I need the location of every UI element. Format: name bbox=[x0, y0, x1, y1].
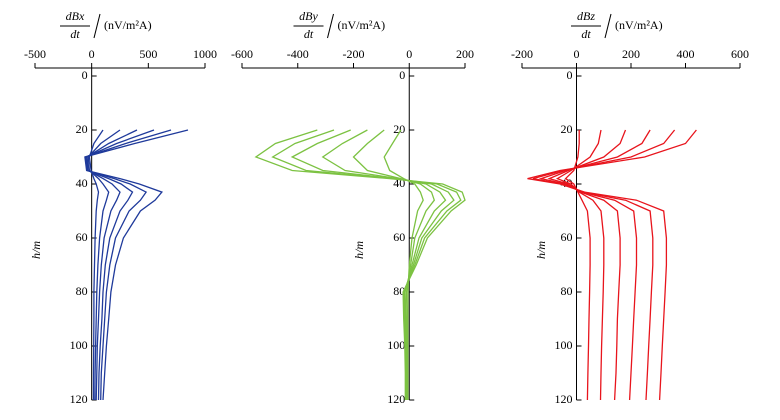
y-tick-label: 100 bbox=[387, 338, 405, 352]
y-tick-label: 0 bbox=[82, 68, 88, 82]
y-tick-label: 100 bbox=[70, 338, 88, 352]
y-tick-label: 0 bbox=[399, 68, 405, 82]
x-tick-label: -500 bbox=[24, 47, 46, 61]
y-tick-label: 80 bbox=[393, 284, 405, 298]
axis-label-unit: (nV/m²A) bbox=[338, 18, 386, 32]
x-tick-label: 200 bbox=[622, 47, 640, 61]
y-tick-label: 20 bbox=[76, 122, 88, 136]
curve bbox=[254, 129, 466, 400]
curve bbox=[352, 129, 436, 400]
y-tick-label: 80 bbox=[76, 284, 88, 298]
curve bbox=[84, 129, 189, 401]
y-tick-label: 120 bbox=[70, 392, 88, 406]
y-axis-label: h/m bbox=[352, 241, 366, 259]
x-tick-label: 200 bbox=[456, 47, 474, 61]
slash bbox=[93, 13, 101, 39]
curve bbox=[321, 129, 447, 400]
axis-label-unit: (nV/m²A) bbox=[615, 18, 663, 32]
axis-label-numerator: dBy bbox=[299, 9, 318, 23]
curve bbox=[564, 130, 591, 401]
curve bbox=[85, 129, 155, 401]
curve bbox=[383, 129, 424, 400]
curve bbox=[527, 129, 697, 401]
x-tick-label: 0 bbox=[89, 47, 95, 61]
y-tick-label: 80 bbox=[561, 284, 573, 298]
curve bbox=[547, 129, 627, 401]
x-tick-label: 1000 bbox=[193, 47, 217, 61]
y-tick-label: 40 bbox=[76, 176, 88, 190]
axis-label-denominator: dt bbox=[581, 27, 591, 41]
slash bbox=[604, 13, 612, 39]
curve bbox=[88, 129, 104, 401]
x-tick-label: -600 bbox=[231, 47, 253, 61]
y-axis-label: h/m bbox=[29, 241, 43, 259]
y-tick-label: 60 bbox=[561, 230, 573, 244]
y-tick-label: 100 bbox=[555, 338, 573, 352]
curve bbox=[555, 129, 605, 401]
axis-label-denominator: dt bbox=[304, 27, 314, 41]
x-tick-label: 0 bbox=[406, 47, 412, 61]
y-tick-label: 120 bbox=[555, 392, 573, 406]
x-tick-label: 500 bbox=[139, 47, 157, 61]
y-axis-label: h/m bbox=[534, 241, 548, 259]
axis-label-unit: (nV/m²A) bbox=[104, 18, 152, 32]
axis-label-denominator: dt bbox=[70, 27, 80, 41]
x-tick-label: 0 bbox=[574, 47, 580, 61]
curve bbox=[290, 129, 455, 400]
axis-label-numerator: dBx bbox=[66, 9, 85, 23]
curve bbox=[532, 129, 676, 401]
y-tick-label: 120 bbox=[387, 392, 405, 406]
y-tick-label: 0 bbox=[567, 68, 573, 82]
curve bbox=[538, 129, 651, 401]
y-tick-label: 20 bbox=[393, 122, 405, 136]
slash bbox=[327, 13, 334, 39]
curve bbox=[87, 129, 121, 401]
x-tick-label: 400 bbox=[677, 47, 695, 61]
axis-label-numerator: dBz bbox=[577, 9, 595, 23]
x-tick-label: -400 bbox=[287, 47, 309, 61]
y-tick-label: 60 bbox=[76, 230, 88, 244]
x-tick-label: 600 bbox=[731, 47, 749, 61]
x-tick-label: -200 bbox=[343, 47, 365, 61]
x-tick-label: -200 bbox=[511, 47, 533, 61]
curve bbox=[86, 129, 138, 401]
y-tick-label: 20 bbox=[561, 122, 573, 136]
y-tick-label: 60 bbox=[393, 230, 405, 244]
